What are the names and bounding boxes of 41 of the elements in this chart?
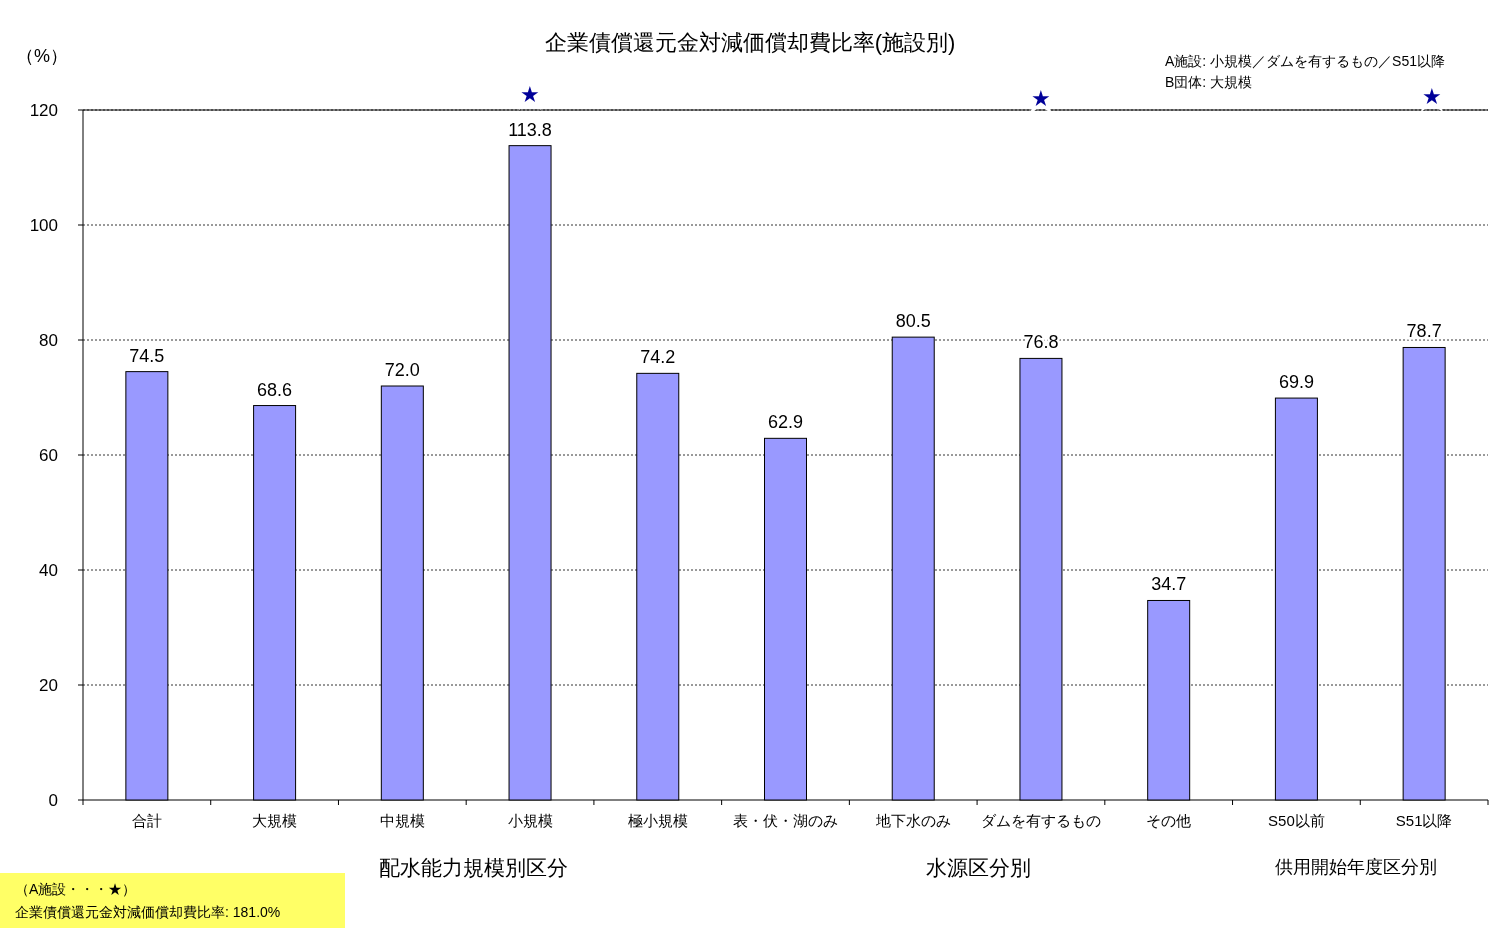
- chart-title: 企業債償還元金対減価償却費比率(施設別): [544, 30, 956, 55]
- y-tick-label: 120: [29, 101, 58, 120]
- text: 配水能力規模別区分: [378, 856, 568, 879]
- y-axis-title: （%）: [15, 46, 69, 66]
- text: ★: [520, 82, 540, 107]
- x-tick-label: ダムを有するもの: [980, 812, 1101, 829]
- data-label: 113.8: [508, 119, 552, 140]
- text: （A施設・・・★）: [15, 881, 137, 897]
- text: A施設: 小規模／ダムを有するもの／S51以降: [1165, 53, 1446, 69]
- x-tick-label: 大規模: [252, 812, 298, 829]
- text: ★: [1422, 84, 1442, 109]
- text: 企業債償還元金対減価償却費比率: 181.0%: [15, 904, 281, 920]
- y-tick-label: 100: [29, 216, 58, 235]
- x-tick-label: 小規模: [507, 812, 553, 829]
- x-tick-label: S51以降: [1395, 812, 1453, 829]
- text: B団体: 大規模: [1165, 74, 1253, 90]
- x-tick-label: 合計: [131, 812, 162, 829]
- x-tick-label: 極小規模: [627, 812, 688, 829]
- x-tick-label: 地下水のみ: [874, 812, 951, 829]
- y-tick-label: 0: [48, 791, 58, 810]
- x-tick-label: その他: [1146, 812, 1192, 829]
- x-tick-label: S50以前: [1268, 812, 1325, 829]
- y-tick-label: 60: [39, 446, 58, 465]
- data-label: 74.5: [129, 345, 165, 366]
- data-label: 69.9: [1278, 372, 1314, 393]
- data-label: 68.6: [257, 379, 293, 400]
- data-label: 80.5: [895, 311, 931, 332]
- annotation: ★: [1031, 86, 1051, 111]
- data-label: 34.7: [1151, 574, 1187, 595]
- data-label: 62.9: [767, 412, 804, 433]
- x-tick-label: 表・伏・湖のみ: [733, 812, 838, 829]
- y-tick-label: 20: [39, 676, 58, 695]
- data-label: 76.8: [1023, 332, 1059, 353]
- data-label: 74.2: [640, 347, 676, 368]
- y-tick-label: 40: [39, 561, 58, 580]
- x-tick-label: 中規模: [379, 812, 425, 829]
- text: 水源区分別: [925, 856, 1031, 879]
- data-label: 78.7: [1406, 321, 1442, 342]
- data-label: 72.0: [384, 360, 420, 380]
- text: 供用開始年度区分別: [1275, 857, 1437, 877]
- y-tick-label: 80: [39, 331, 58, 350]
